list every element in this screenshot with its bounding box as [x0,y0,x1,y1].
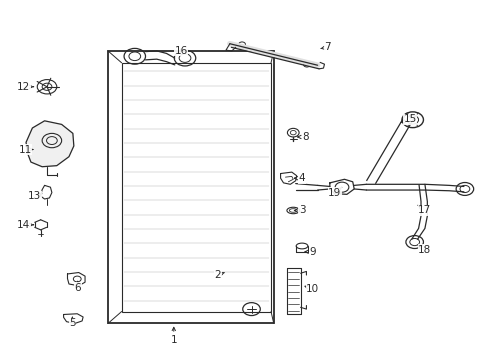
Text: 4: 4 [294,173,305,183]
Text: 6: 6 [74,282,81,293]
Text: 15: 15 [400,114,416,124]
Text: 10: 10 [305,284,319,294]
Text: 3: 3 [294,206,305,216]
Text: 13: 13 [28,191,42,201]
Text: 12: 12 [17,82,34,92]
Text: 11: 11 [19,144,33,154]
Text: 5: 5 [69,317,76,328]
Text: 19: 19 [327,187,341,198]
Text: 2: 2 [214,270,224,280]
Text: 7: 7 [320,42,330,52]
Bar [122,63,270,311]
Text: 8: 8 [297,132,308,142]
Text: 16: 16 [174,46,187,56]
Polygon shape [26,121,74,167]
Text: 1: 1 [170,327,177,345]
Text: 9: 9 [305,247,315,257]
Bar [108,51,273,323]
Text: 18: 18 [417,245,430,255]
Text: 17: 17 [417,205,430,216]
Text: 14: 14 [17,220,34,230]
